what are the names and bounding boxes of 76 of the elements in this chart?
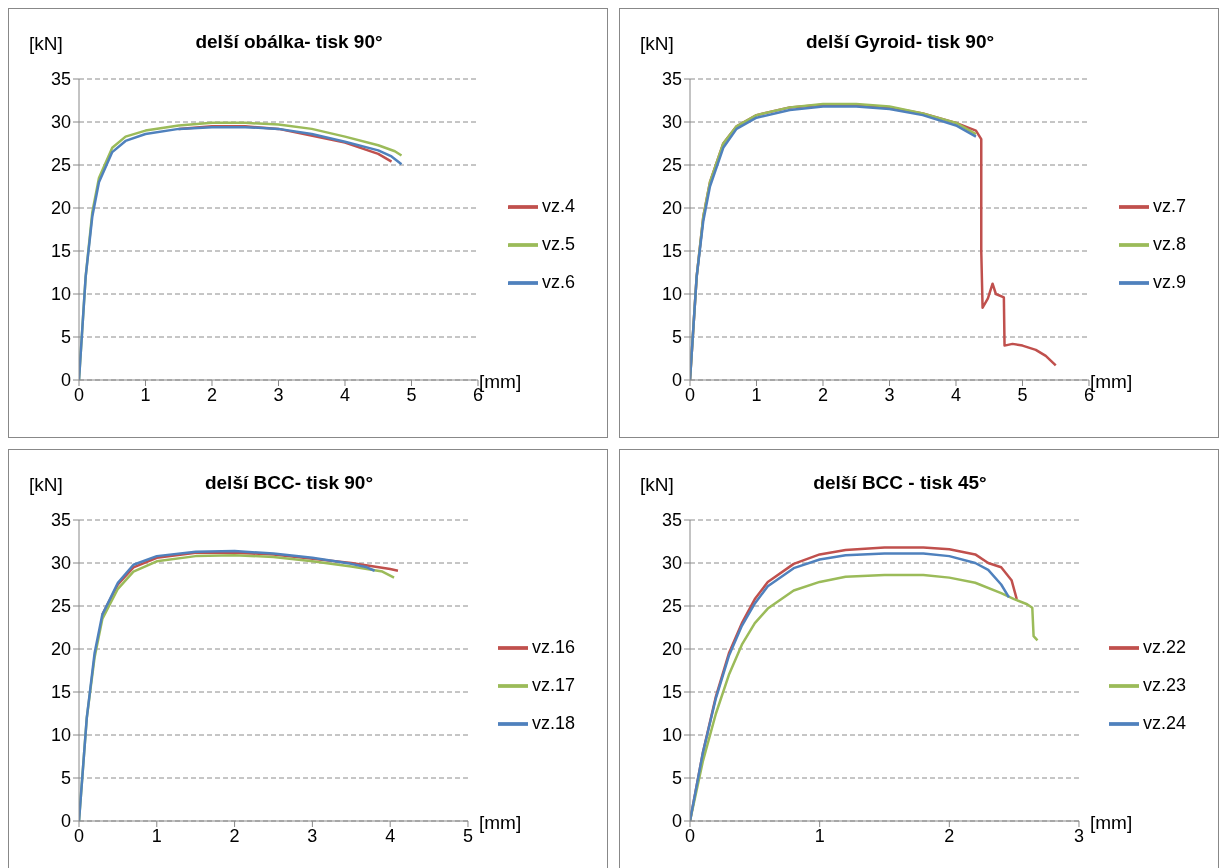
legend-label: vz.16 — [531, 637, 575, 657]
x-tick-label: 3 — [884, 384, 895, 405]
y-tick-label: 5 — [60, 327, 71, 348]
legend-label: vz.6 — [541, 272, 575, 292]
x-tick-label: 2 — [817, 384, 828, 405]
chart-title: delší obálka- tisk 90° — [194, 31, 384, 53]
y-tick-label: 5 — [60, 768, 71, 789]
y-tick-label: 0 — [60, 370, 71, 391]
x-tick-label: 3 — [307, 825, 318, 846]
y-axis-title: [kN] — [640, 474, 674, 496]
x-tick-label: 1 — [751, 384, 762, 405]
legend-label: vz.5 — [541, 234, 575, 254]
x-tick-label: 4 — [950, 384, 961, 405]
x-tick-label: 5 — [1017, 384, 1028, 405]
y-tick-label: 15 — [661, 682, 682, 703]
y-tick-label: 10 — [50, 725, 71, 746]
x-tick-label: 4 — [385, 825, 396, 846]
y-tick-label: 30 — [661, 112, 682, 133]
y-tick-label: 25 — [50, 596, 71, 617]
x-tick-label: 0 — [73, 384, 85, 405]
x-tick-label: 1 — [151, 825, 162, 846]
y-tick-label: 10 — [50, 284, 71, 305]
x-tick-label: 3 — [1073, 825, 1084, 846]
y-tick-label: 10 — [661, 725, 682, 746]
y-axis-title: [kN] — [640, 33, 674, 55]
legend-label: vz.17 — [531, 675, 575, 695]
x-tick-label: 5 — [462, 825, 473, 846]
y-axis-title: [kN] — [29, 474, 63, 496]
y-tick-label: 15 — [50, 682, 71, 703]
y-tick-label: 25 — [661, 596, 682, 617]
legend-label: vz.8 — [1152, 234, 1186, 254]
y-tick-label: 15 — [661, 241, 682, 262]
y-tick-label: 35 — [50, 69, 71, 90]
x-axis-title: [mm] — [479, 812, 522, 834]
y-tick-label: 15 — [50, 241, 71, 262]
x-tick-label: 0 — [684, 384, 696, 405]
legend-label: vz.9 — [1152, 272, 1186, 292]
legend-label: vz.23 — [1142, 675, 1186, 695]
y-tick-label: 0 — [60, 811, 71, 832]
y-tick-label: 30 — [50, 112, 71, 133]
y-tick-label: 0 — [671, 370, 682, 391]
x-tick-label: 2 — [229, 825, 240, 846]
x-tick-label: 5 — [406, 384, 417, 405]
legend-label: vz.7 — [1152, 196, 1186, 216]
x-tick-label: 3 — [273, 384, 284, 405]
x-tick-label: 0 — [684, 825, 696, 846]
y-tick-label: 25 — [661, 155, 682, 176]
y-tick-label: 35 — [661, 69, 682, 90]
x-tick-label: 0 — [73, 825, 85, 846]
y-tick-label: 20 — [50, 198, 71, 219]
chart-title: delší BCC- tisk 90° — [203, 472, 375, 494]
y-tick-label: 35 — [661, 510, 682, 531]
y-tick-label: 5 — [671, 327, 682, 348]
x-tick-label: 2 — [944, 825, 955, 846]
x-tick-label: 2 — [206, 384, 217, 405]
y-tick-label: 20 — [50, 639, 71, 660]
y-tick-label: 35 — [50, 510, 71, 531]
chart-title: delší BCC - tisk 45° — [812, 472, 988, 494]
y-tick-label: 20 — [661, 639, 682, 660]
y-tick-label: 25 — [50, 155, 71, 176]
x-tick-label: 4 — [339, 384, 350, 405]
y-axis-title: [kN] — [29, 33, 63, 55]
legend-label: vz.24 — [1142, 713, 1186, 733]
legend-label: vz.18 — [531, 713, 575, 733]
y-tick-label: 30 — [661, 553, 682, 574]
chart-title: delší Gyroid- tisk 90° — [804, 31, 996, 53]
y-tick-label: 10 — [661, 284, 682, 305]
x-tick-label: 1 — [140, 384, 151, 405]
y-tick-label: 0 — [671, 811, 682, 832]
legend-label: vz.4 — [541, 196, 575, 216]
y-tick-label: 5 — [671, 768, 682, 789]
x-axis-title: [mm] — [1090, 812, 1133, 834]
y-tick-label: 20 — [661, 198, 682, 219]
x-tick-label: 1 — [814, 825, 825, 846]
legend-label: vz.22 — [1142, 637, 1186, 657]
y-tick-label: 30 — [50, 553, 71, 574]
